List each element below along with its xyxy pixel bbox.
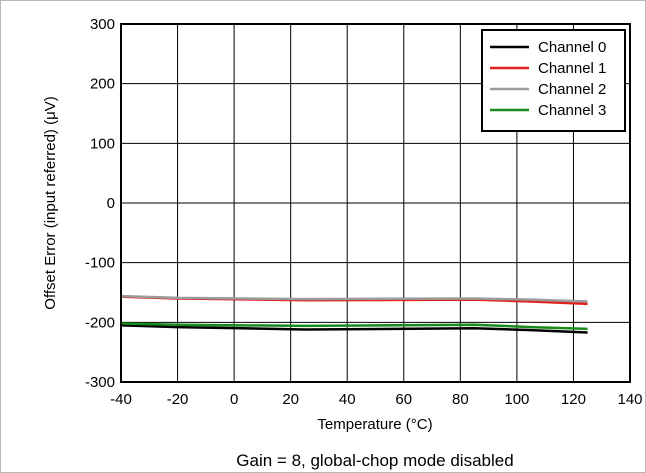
y-axis-title: Offset Error (input referred) (μV): [42, 96, 59, 309]
x-tick-label: 0: [230, 391, 238, 408]
x-axis-ticks: -40 -20 0 20 40 60 80 100 120 140: [110, 391, 642, 408]
y-tick-label: 200: [90, 76, 115, 93]
x-tick-label: -40: [110, 391, 132, 408]
series-group: [120, 294, 588, 334]
legend-label-channel-3: Channel 3: [538, 102, 606, 119]
x-tick-label: -20: [167, 391, 189, 408]
x-tick-label: 120: [561, 391, 586, 408]
x-tick-label: 20: [282, 391, 299, 408]
series-line-channel-0: [120, 324, 588, 334]
x-tick-label: 100: [504, 391, 529, 408]
x-axis-title: Temperature (°C): [317, 416, 432, 433]
x-tick-label: 40: [339, 391, 356, 408]
legend: Channel 0 Channel 1 Channel 2 Channel 3: [481, 29, 626, 132]
chart-caption: Gain = 8, global-chop mode disabled: [236, 451, 513, 470]
series-line-channel-3: [120, 322, 588, 331]
y-tick-label: -100: [85, 255, 115, 272]
y-tick-label: 100: [90, 135, 115, 152]
legend-label-channel-0: Channel 0: [538, 39, 606, 56]
legend-label-channel-2: Channel 2: [538, 81, 606, 98]
y-tick-label: 300: [90, 16, 115, 33]
y-tick-label: -200: [85, 314, 115, 331]
x-tick-label: 60: [395, 391, 412, 408]
x-tick-label: 140: [617, 391, 642, 408]
plot-border: [120, 23, 631, 383]
y-tick-label: -300: [85, 374, 115, 391]
legend-label-channel-1: Channel 1: [538, 60, 606, 77]
y-tick-label: 0: [107, 195, 115, 212]
series-line-channel-2: [120, 294, 588, 303]
x-tick-label: 80: [452, 391, 469, 408]
y-axis-ticks: 300 200 100 0 -100 -200 -300: [85, 16, 115, 391]
